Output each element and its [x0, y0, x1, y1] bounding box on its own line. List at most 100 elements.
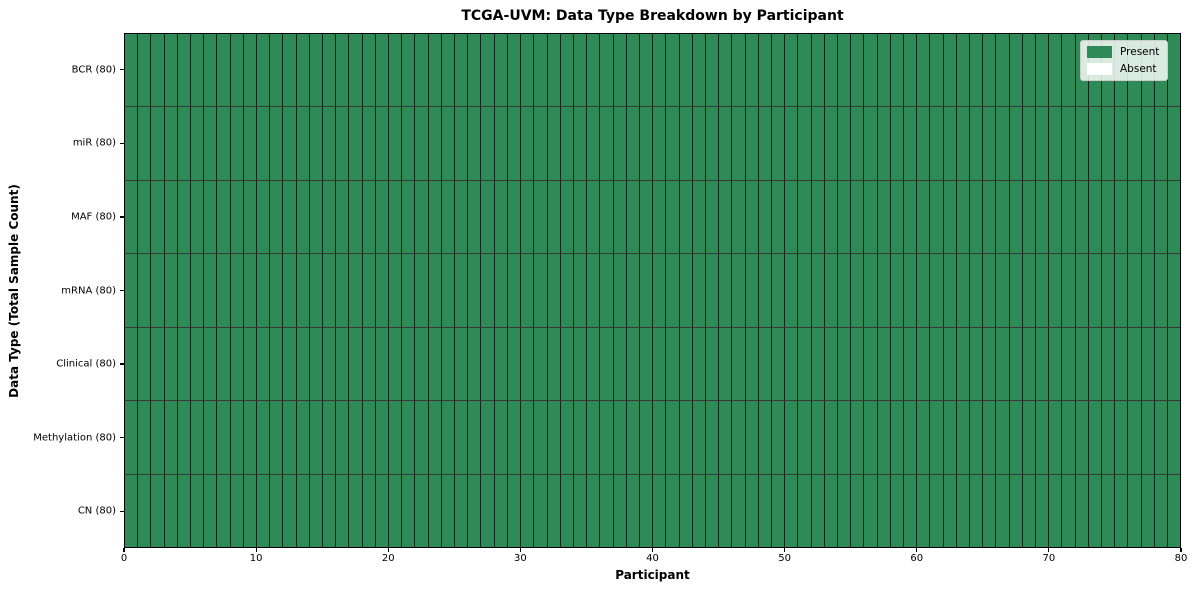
heatmap-cell — [744, 474, 758, 547]
heatmap-cell — [625, 34, 639, 107]
heatmap-cell — [586, 401, 600, 474]
heatmap-cell — [1140, 180, 1154, 254]
x-axis-label: Participant — [615, 568, 690, 582]
x-tick-label: 60 — [910, 553, 924, 564]
heatmap-cell — [1087, 254, 1102, 327]
heatmap-cell — [348, 474, 362, 547]
heatmap-cell — [757, 107, 771, 180]
heatmap-cell — [810, 474, 824, 547]
heatmap-cell — [770, 180, 785, 254]
heatmap-cell — [414, 180, 428, 254]
heatmap-cell — [850, 327, 864, 401]
heatmap-cell — [969, 327, 983, 401]
heatmap-cell — [1048, 474, 1062, 547]
heatmap-cell — [744, 327, 758, 401]
heatmap-cell — [942, 327, 956, 401]
heatmap-cell — [308, 180, 323, 254]
heatmap-cell — [863, 327, 877, 401]
heatmap-cell — [770, 474, 785, 547]
legend-item: Present — [1087, 46, 1159, 58]
heatmap-cell — [929, 107, 943, 180]
heatmap-cell — [1008, 34, 1022, 107]
heatmap-cell — [1021, 327, 1036, 401]
heatmap-cell — [1140, 107, 1154, 180]
heatmap-cell — [374, 107, 389, 180]
heatmap-cell — [586, 180, 600, 254]
heatmap-cell — [308, 401, 323, 474]
heatmap-cell — [757, 180, 771, 254]
heatmap-cell — [955, 180, 969, 254]
heatmap-cell — [427, 254, 441, 327]
heatmap-cell — [836, 180, 851, 254]
heatmap-cell — [282, 180, 296, 254]
heatmap-cell — [190, 180, 204, 254]
heatmap-cell — [1035, 180, 1049, 254]
heatmap-cell — [704, 254, 719, 327]
heatmap-cell — [216, 180, 230, 254]
heatmap-cell — [810, 180, 824, 254]
heatmap-cell — [850, 254, 864, 327]
heatmap-cell — [150, 254, 164, 327]
heatmap-cell — [361, 254, 375, 327]
heatmap-cell — [718, 107, 732, 180]
heatmap-cell — [784, 34, 798, 107]
heatmap-cell — [559, 401, 573, 474]
heatmap-cell — [823, 327, 837, 401]
heatmap-cell — [388, 327, 402, 401]
heatmap-cell — [1140, 401, 1154, 474]
heatmap-cell — [480, 327, 494, 401]
heatmap-cell — [295, 107, 309, 180]
heatmap-cell — [401, 254, 415, 327]
heatmap-cell — [520, 254, 534, 327]
heatmap-cell — [1087, 180, 1102, 254]
x-tick-mark — [1048, 548, 1050, 552]
heatmap-cell — [1061, 254, 1075, 327]
x-tick-label: 40 — [646, 553, 659, 564]
heatmap-cell — [374, 180, 389, 254]
heatmap-cell — [770, 34, 785, 107]
heatmap-cell — [572, 327, 587, 401]
heatmap-cell — [691, 401, 705, 474]
heatmap-cell — [401, 327, 415, 401]
heatmap-cell — [125, 180, 138, 254]
heatmap-cell — [572, 401, 587, 474]
heatmap-cell — [744, 107, 758, 180]
heatmap-cell — [176, 107, 191, 180]
y-tick-mark — [120, 363, 124, 365]
heatmap-cell — [256, 34, 270, 107]
heatmap-cell — [757, 474, 771, 547]
heatmap-cell — [995, 474, 1009, 547]
heatmap-cell — [125, 107, 138, 180]
heatmap-cell — [1087, 107, 1102, 180]
heatmap-cell — [176, 34, 191, 107]
heatmap-cell — [942, 34, 956, 107]
heatmap-grid — [125, 34, 1181, 547]
heatmap-cell — [625, 107, 639, 180]
heatmap-cell — [678, 327, 692, 401]
heatmap-cell — [229, 254, 243, 327]
heatmap-cell — [256, 254, 270, 327]
legend-swatch-absent — [1087, 63, 1112, 75]
chart-title: TCGA-UVM: Data Type Breakdown by Partici… — [461, 8, 844, 24]
heatmap-cell — [1008, 401, 1022, 474]
heatmap-cell — [374, 34, 389, 107]
heatmap-cell — [388, 254, 402, 327]
heatmap-cell — [612, 474, 626, 547]
heatmap-cell — [731, 474, 745, 547]
heatmap-cell — [942, 180, 956, 254]
heatmap-cell — [599, 180, 613, 254]
heatmap-cell — [744, 180, 758, 254]
heatmap-cell — [480, 180, 494, 254]
heatmap-cell — [388, 474, 402, 547]
heatmap-cell — [137, 34, 151, 107]
heatmap-cell — [863, 34, 877, 107]
y-tick-mark — [120, 69, 124, 71]
legend-item: Absent — [1087, 63, 1159, 75]
heatmap-cell — [440, 401, 455, 474]
heatmap-cell — [902, 180, 917, 254]
heatmap-cell — [401, 180, 415, 254]
heatmap-cell — [401, 474, 415, 547]
heatmap-cell — [190, 401, 204, 474]
heatmap-cell — [625, 327, 639, 401]
heatmap-cell — [770, 107, 785, 180]
